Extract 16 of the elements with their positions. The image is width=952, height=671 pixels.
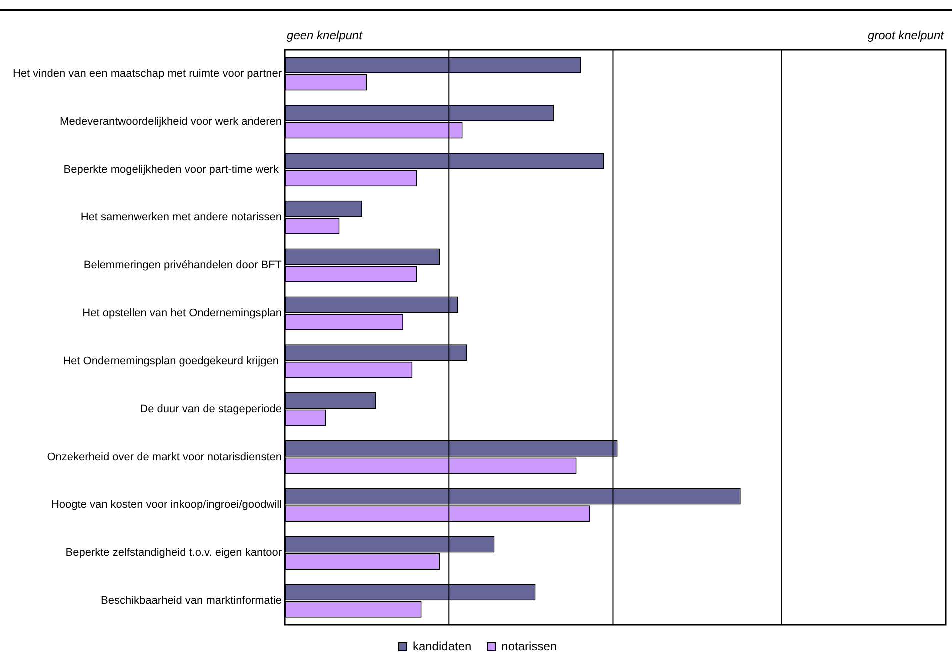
y-tick-label: Beschikbaarheid van marktinformatie	[101, 595, 282, 608]
legend-label: notarissen	[502, 639, 558, 654]
y-tick-label: Medeverantwoordelijkheid voor werk anderen	[60, 116, 282, 128]
y-tick-label: Het vinden van een maatschap met ruimte voor partner	[12, 68, 282, 80]
y-tick-label: Belemmeringen privéhandelen door BFT	[84, 260, 282, 272]
y-tick-label: Beperkte zelfstandigheid t.o.v. eigen kantoor	[66, 547, 282, 560]
y-tick-label: Het Ondernemingsplan goedgekeurd krijgen	[63, 355, 282, 368]
y-tick-label: Hoogte van kosten voor inkoop/ingroei/goodwill	[51, 499, 282, 512]
text: geen knelpunt	[287, 28, 364, 42]
y-tick-label: Onzekerheid over de markt voor notarisdiensten	[47, 451, 282, 464]
y-tick-label: Beperkte mogelijkheden voor part-time werk	[64, 164, 282, 176]
y-tick-label: Het samenwerken met andere notarissen	[80, 212, 282, 224]
legend-label: kandidaten	[412, 639, 472, 654]
text: groot knelpunt	[868, 28, 945, 42]
y-tick-label: De duur van de stageperiode	[140, 403, 282, 416]
y-tick-label: Het opstellen van het Ondernemingsplan	[82, 308, 282, 320]
